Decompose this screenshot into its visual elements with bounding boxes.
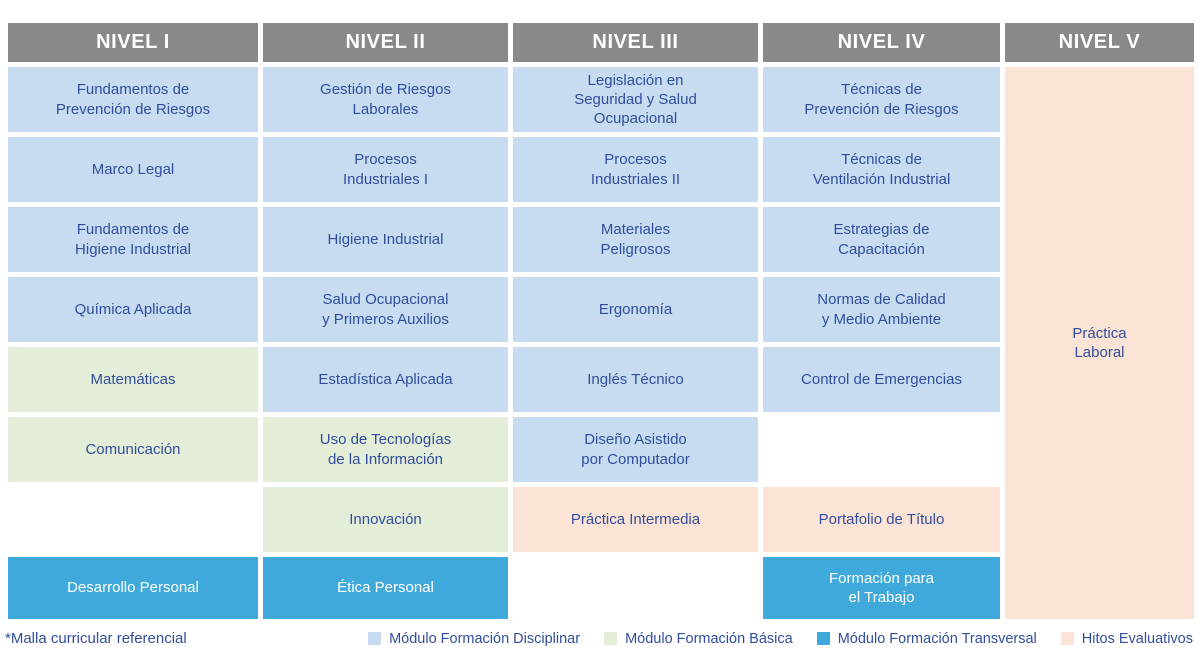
course-cell: Marco Legal	[8, 137, 258, 202]
course-cell: Higiene Industrial	[263, 207, 508, 272]
course-cell: Química Aplicada	[8, 277, 258, 342]
legend-item: Módulo Formación Disciplinar	[368, 631, 580, 647]
course-cell: Estrategias de Capacitación	[763, 207, 1000, 272]
malla-curricular-page: NIVEL I Fundamentos de Prevención de Ries…	[0, 23, 1200, 664]
course-cell: Práctica Intermedia	[513, 487, 758, 552]
curriculum-grid: NIVEL I Fundamentos de Prevención de Ries…	[8, 23, 1194, 619]
legend-item-label: Módulo Formación Básica	[625, 630, 793, 647]
course-cell: Desarrollo Personal	[8, 557, 258, 619]
legend-item-label: Módulo Formación Disciplinar	[389, 630, 581, 647]
legend-item-label: Hitos Evaluativos	[1081, 630, 1193, 647]
course-cell: Inglés Técnico	[513, 347, 758, 412]
course-cell: Normas de Calidad y Medio Ambiente	[763, 277, 1000, 342]
level-header: NIVEL III	[513, 23, 758, 62]
footnote: *Malla curricular referencial	[5, 630, 187, 647]
course-cell: Legislación en Seguridad y Salud Ocupaci…	[513, 67, 758, 132]
course-cell: Diseño Asistido por Computador	[513, 417, 758, 482]
course-cell: Control de Emergencias	[763, 347, 1000, 412]
course-cell: Fundamentos de Higiene Industrial	[8, 207, 258, 272]
legend-swatch-icon	[604, 632, 618, 645]
legend: Módulo Formación Disciplinar Módulo Forma…	[368, 631, 1193, 647]
level-header: NIVEL IV	[763, 23, 1000, 62]
footer: *Malla curricular referencial Módulo For…	[5, 630, 1193, 647]
legend-item: Módulo Formación Básica	[604, 631, 793, 647]
legend-item: Módulo Formación Transversal	[816, 630, 1037, 647]
legend-item: Hitos Evaluativos	[1060, 630, 1193, 647]
legend-swatch-icon	[368, 632, 382, 645]
course-cell: Estadística Aplicada	[263, 347, 508, 412]
course-cell: Práctica Laboral	[1005, 67, 1194, 619]
level-header: NIVEL I	[8, 23, 258, 62]
course-cell: Ética Personal	[263, 557, 508, 619]
course-cell: Comunicación	[8, 417, 258, 482]
course-cell: Uso de Tecnologías de la Información	[263, 417, 508, 482]
course-cell: Técnicas de Ventilación Industrial	[763, 137, 1000, 202]
course-cell: Ergonomía	[513, 277, 758, 342]
course-cell: Procesos Industriales I	[263, 137, 508, 202]
legend-item-label: Módulo Formación Transversal	[837, 630, 1037, 647]
level-header: NIVEL V	[1005, 23, 1194, 62]
course-cell: Procesos Industriales II	[513, 137, 758, 202]
legend-swatch-icon	[816, 632, 830, 645]
course-cell: Materiales Peligrosos	[513, 207, 758, 272]
course-cell: Innovación	[263, 487, 508, 552]
course-cell: Gestión de Riesgos Laborales	[263, 67, 508, 132]
course-cell: Técnicas de Prevención de Riesgos	[763, 67, 1000, 132]
course-cell: Portafolio de Título	[763, 487, 1000, 552]
legend-swatch-icon	[1060, 632, 1074, 645]
course-cell: Formación para el Trabajo	[763, 557, 1000, 619]
course-cell: Fundamentos de Prevención de Riesgos	[8, 67, 258, 132]
course-cell: Matemáticas	[8, 347, 258, 412]
level-header: NIVEL II	[263, 23, 508, 62]
course-cell: Salud Ocupacional y Primeros Auxilios	[263, 277, 508, 342]
